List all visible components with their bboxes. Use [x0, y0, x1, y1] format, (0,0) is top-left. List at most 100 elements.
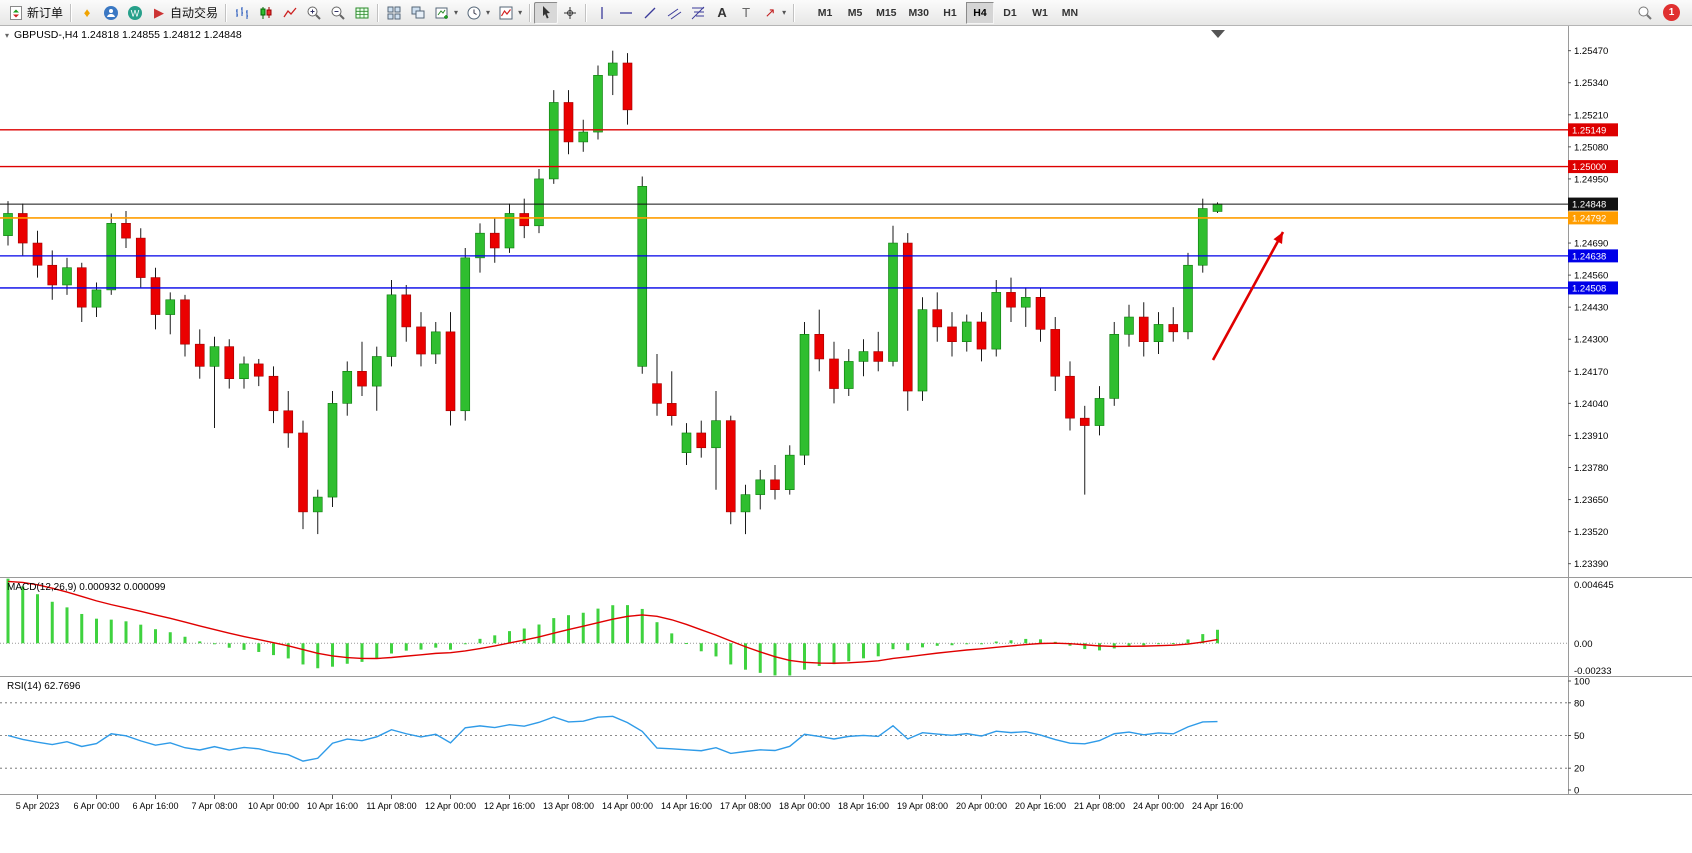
bull-candle: [1183, 264, 1193, 333]
indicators-button[interactable]: ▾: [494, 2, 526, 24]
toolbar-right-zone: 1: [1633, 2, 1688, 24]
svg-text:W: W: [131, 8, 140, 18]
cursor-button[interactable]: [534, 1, 559, 24]
svg-text:1.23650: 1.23650: [1574, 495, 1608, 506]
cascade-windows-button[interactable]: [406, 2, 430, 24]
chart-shift-marker[interactable]: [1211, 30, 1225, 38]
collapse-triangle-icon[interactable]: ▾: [5, 30, 10, 40]
bull-candle: [607, 62, 618, 76]
bull-candle: [475, 232, 485, 259]
web-button[interactable]: W: [123, 2, 147, 24]
bear-candle: [1035, 297, 1046, 330]
toolbar-separator: [585, 3, 588, 22]
svg-text:12 Apr 00:00: 12 Apr 00:00: [425, 801, 476, 811]
bear-candle: [416, 326, 426, 355]
bar-chart-button[interactable]: [230, 2, 254, 24]
grid-button[interactable]: [350, 2, 374, 24]
time-axis[interactable]: [37, 795, 1218, 799]
crosshair-button[interactable]: [558, 2, 582, 24]
svg-text:1.25149: 1.25149: [1572, 125, 1606, 136]
svg-text:1.25340: 1.25340: [1574, 78, 1608, 89]
mql5-icon: ♦: [83, 5, 91, 20]
bear-candle: [253, 363, 264, 377]
price-lines[interactable]: [0, 123, 1618, 295]
bull-candle: [534, 178, 544, 227]
tile-windows-button[interactable]: [382, 2, 406, 24]
svg-text:1.24508: 1.24508: [1572, 283, 1606, 294]
tf-button-w1[interactable]: W1: [1032, 6, 1048, 19]
svg-text:1.25210: 1.25210: [1574, 110, 1608, 121]
chart-canvas[interactable]: 1.25149 1.25000 1.24848 1.24792 1.24638 1.245…: [0, 26, 1692, 853]
new-chart-button[interactable]: ▾: [430, 2, 462, 24]
bear-candle: [268, 375, 279, 412]
svg-text:6 Apr 00:00: 6 Apr 00:00: [73, 801, 119, 811]
notification-badge[interactable]: 1: [1663, 4, 1680, 21]
label-button[interactable]: T: [734, 2, 758, 24]
zoom-in-icon: [306, 5, 322, 21]
new-order-button[interactable]: 新订单: [4, 2, 67, 24]
rsi-line: [7, 715, 1218, 762]
arrows-button[interactable]: ↗ ▾: [758, 2, 790, 24]
text-button[interactable]: A: [710, 2, 734, 24]
community-button[interactable]: [99, 2, 123, 24]
line-chart-button[interactable]: [278, 2, 302, 24]
bear-candle: [445, 331, 456, 412]
toolbar-separator: [377, 3, 380, 22]
candlestick-chart-button[interactable]: [254, 2, 278, 24]
macd-label: MACD(12,26,9) 0.000932 0.000099: [7, 582, 166, 593]
bull-candle: [504, 213, 515, 249]
fibonacci-icon: [690, 5, 706, 21]
horizontal-line-icon: [618, 5, 634, 21]
bull-candle: [799, 334, 810, 456]
trend-arrow[interactable]: [1211, 231, 1285, 361]
bull-candle: [1109, 334, 1120, 399]
period-button[interactable]: ▾: [462, 2, 494, 24]
trendline-icon: [642, 5, 658, 21]
horizontal-line-button[interactable]: [614, 2, 638, 24]
tf-button-m30[interactable]: M30: [908, 6, 929, 19]
chevron-down-icon: ▾: [518, 8, 523, 17]
fibonacci-button[interactable]: [686, 2, 710, 24]
tf-button-m1[interactable]: M1: [817, 6, 833, 19]
zoom-in-button[interactable]: [302, 2, 326, 24]
zoom-out-button[interactable]: [326, 2, 350, 24]
bull-candle: [106, 223, 117, 291]
channel-button[interactable]: [662, 2, 686, 24]
symbol-ohlc-text: GBPUSD-,H4 1.24818 1.24855 1.24812 1.248…: [14, 29, 242, 41]
bull-candle: [593, 75, 603, 133]
svg-text:17 Apr 08:00: 17 Apr 08:00: [720, 801, 771, 811]
bull-candle: [578, 131, 589, 143]
autotrading-label: 自动交易: [170, 6, 219, 20]
bull-candle: [681, 432, 692, 453]
new-order-label: 新订单: [27, 6, 64, 20]
bear-candle: [666, 403, 677, 416]
autotrading-button[interactable]: ▶ 自动交易: [147, 2, 222, 24]
bull-candle: [91, 289, 102, 308]
bear-candle: [902, 242, 913, 392]
tf-button-m5[interactable]: M5: [847, 6, 863, 19]
tf-button-mn[interactable]: MN: [1061, 6, 1079, 19]
bull-candle: [209, 346, 220, 367]
toolbar-separator: [225, 3, 228, 22]
search-icon: [1637, 5, 1653, 21]
chart-area[interactable]: 1.25149 1.25000 1.24848 1.24792 1.24638 1.245…: [0, 26, 1692, 853]
tf-button-m15[interactable]: M15: [876, 6, 897, 19]
bear-candle: [17, 213, 28, 244]
svg-text:0: 0: [1574, 786, 1579, 797]
tf-button-h4[interactable]: H4: [965, 1, 994, 24]
tf-button-h1[interactable]: H1: [943, 6, 957, 19]
search-button[interactable]: [1633, 2, 1657, 24]
svg-text:1.24560: 1.24560: [1574, 271, 1608, 282]
bear-candle: [489, 232, 500, 249]
tf-button-d1[interactable]: D1: [1003, 6, 1017, 19]
svg-text:1.23390: 1.23390: [1574, 559, 1608, 570]
vertical-line-button[interactable]: [590, 2, 614, 24]
trend-arrow-head: [1273, 232, 1283, 244]
svg-text:12 Apr 16:00: 12 Apr 16:00: [484, 801, 535, 811]
clock-icon: [466, 5, 482, 21]
bear-candle: [622, 62, 633, 111]
mql5-button[interactable]: ♦: [75, 2, 99, 24]
svg-text:20 Apr 00:00: 20 Apr 00:00: [956, 801, 1007, 811]
bear-candle: [283, 410, 294, 434]
trendline-button[interactable]: [638, 2, 662, 24]
